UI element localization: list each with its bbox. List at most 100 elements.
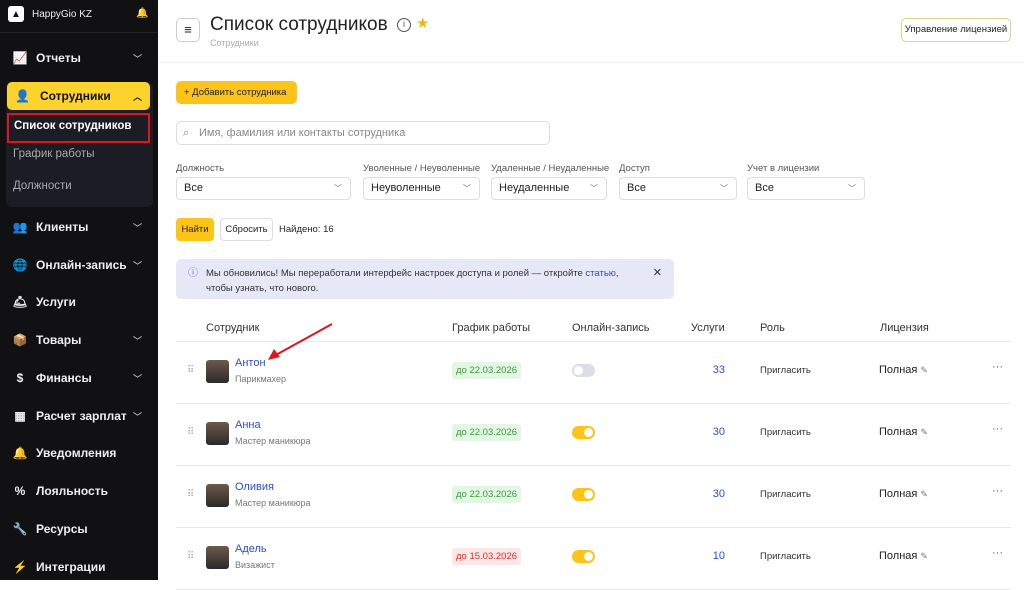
percent-icon: % — [14, 484, 26, 498]
find-button[interactable]: Найти — [176, 218, 214, 241]
more-options-icon[interactable]: ··· — [992, 361, 1003, 373]
sidebar-item-employees[interactable]: 👤 Сотрудники ︿ — [7, 82, 150, 110]
services-count-link[interactable]: 30 — [712, 488, 725, 500]
submenu-positions[interactable]: Должности — [13, 180, 72, 192]
employee-position: Визажист — [235, 560, 275, 570]
update-notice: ⓘ Мы обновились! Мы переработали интерфе… — [176, 259, 674, 299]
wrench-icon: 🔧 — [12, 522, 28, 536]
column-header: Роль — [760, 322, 785, 334]
chevron-down-icon: ﹀ — [132, 411, 142, 422]
chevron-down-icon: ﹀ — [132, 335, 142, 346]
services-count-link[interactable]: 10 — [712, 550, 725, 562]
services-count-link[interactable]: 30 — [712, 426, 725, 438]
chevron-down-icon: ﹀ — [132, 222, 142, 233]
sidebar-item[interactable]: % Лояльность — [12, 481, 148, 501]
info-icon[interactable]: i — [397, 18, 411, 32]
calculator-icon: ▦ — [14, 409, 26, 423]
submenu-employee-list[interactable]: Список сотрудников — [7, 113, 150, 143]
brand[interactable]: ▲ HappyGio KZ — [8, 6, 92, 22]
table-row[interactable]: ⠿ Антон Парикмахер до 22.03.2026 33 Приг… — [176, 341, 1011, 403]
employee-name-link[interactable]: Адель — [235, 543, 267, 555]
close-icon[interactable]: ✕ — [652, 267, 662, 279]
license-value[interactable]: Полная ✎ — [879, 550, 928, 562]
notifications-bell-icon[interactable]: 🔔 — [136, 8, 149, 19]
filter-label: Удаленные / Неудаленные — [491, 163, 610, 174]
filter-select[interactable]: Все ﹀ — [747, 177, 865, 200]
online-booking-toggle[interactable] — [572, 550, 595, 563]
menu-toggle-button[interactable]: ≡ — [176, 18, 200, 42]
submenu-schedule[interactable]: График работы — [13, 148, 95, 160]
table-row[interactable]: ⠿ Адель Визажист до 15.03.2026 10 Пригла… — [176, 527, 1011, 589]
article-link[interactable]: статью — [585, 268, 616, 279]
add-employee-button[interactable]: + Добавить сотрудника — [176, 81, 297, 104]
employee-name-link[interactable]: Оливия — [235, 481, 274, 493]
invite-link[interactable]: Пригласить — [760, 551, 811, 562]
online-booking-toggle[interactable] — [572, 364, 595, 377]
filter-select[interactable]: Все ﹀ — [619, 177, 737, 200]
divider — [176, 341, 1011, 342]
page-title: Список сотрудников — [210, 14, 388, 35]
divider — [176, 403, 1011, 404]
online-booking-toggle[interactable] — [572, 426, 595, 439]
sidebar-item[interactable]: 🛎 Услуги — [12, 295, 76, 309]
employee-name-link[interactable]: Антон — [235, 357, 266, 369]
reset-button[interactable]: Сбросить — [220, 218, 273, 241]
employee-position: Мастер маникюра — [235, 436, 311, 446]
chevron-down-icon: ﹀ — [132, 53, 142, 64]
chevron-down-icon: ﹀ — [334, 184, 342, 193]
sidebar-item[interactable]: ▦ Расчет зарплат ﹀ — [12, 406, 148, 426]
license-value[interactable]: Полная ✎ — [879, 426, 928, 438]
license-value[interactable]: Полная ✎ — [879, 488, 928, 500]
more-options-icon[interactable]: ··· — [992, 547, 1003, 559]
sidebar-item[interactable]: 👥 Клиенты ﹀ — [12, 220, 142, 234]
sidebar-item[interactable]: 🔧 Ресурсы — [12, 522, 88, 536]
drag-handle-icon[interactable]: ⠿ — [187, 551, 195, 562]
sidebar-item[interactable]: ⚡ Интеграции — [12, 560, 106, 574]
drag-handle-icon[interactable]: ⠿ — [187, 489, 195, 500]
plug-icon: ⚡ — [12, 560, 28, 574]
dollar-icon: $ — [16, 371, 24, 385]
sidebar-item[interactable]: $ Финансы ﹀ — [12, 368, 148, 388]
column-header: График работы — [452, 322, 530, 334]
filter-select[interactable]: Неуволенные ﹀ — [363, 177, 480, 200]
sidebar-item[interactable]: 🔔 Уведомления — [12, 446, 117, 460]
box-icon: 📦 — [12, 333, 28, 347]
service-bell-icon: 🛎 — [12, 295, 28, 309]
employee-position: Парикмахер — [235, 374, 287, 384]
services-count-link[interactable]: 33 — [712, 364, 725, 376]
pencil-icon[interactable]: ✎ — [920, 551, 928, 561]
breadcrumb[interactable]: Сотрудники — [210, 38, 259, 48]
sidebar-item[interactable]: 🌐 Онлайн-запись ﹀ — [12, 258, 142, 272]
more-options-icon[interactable]: ··· — [992, 423, 1003, 435]
employee-position: Мастер маникюра — [235, 498, 311, 508]
users-icon: 👥 — [12, 220, 28, 234]
pencil-icon[interactable]: ✎ — [920, 427, 928, 437]
chevron-down-icon: ﹀ — [132, 373, 142, 384]
star-icon[interactable]: ★ — [416, 15, 430, 32]
filter-select[interactable]: Неудаленные ﹀ — [491, 177, 607, 200]
sidebar-item[interactable]: 📦 Товары ﹀ — [12, 333, 142, 347]
table-row[interactable]: ⠿ Анна Мастер маникюра до 22.03.2026 30 … — [176, 403, 1011, 465]
found-count: Найдено: 16 — [279, 224, 334, 235]
license-value[interactable]: Полная ✎ — [879, 364, 928, 376]
license-management-button[interactable]: Управление лицензией — [901, 18, 1011, 42]
employee-name-link[interactable]: Анна — [235, 419, 261, 431]
invite-link[interactable]: Пригласить — [760, 365, 811, 376]
invite-link[interactable]: Пригласить — [760, 489, 811, 500]
invite-link[interactable]: Пригласить — [760, 427, 811, 438]
more-options-icon[interactable]: ··· — [992, 485, 1003, 497]
drag-handle-icon[interactable]: ⠿ — [187, 365, 195, 376]
search-input[interactable]: ⌕ Имя, фамилия или контакты сотрудника — [176, 121, 550, 145]
filter-select[interactable]: Все ﹀ — [176, 177, 351, 200]
divider — [0, 32, 158, 33]
online-booking-toggle[interactable] — [572, 488, 595, 501]
pencil-icon[interactable]: ✎ — [920, 365, 928, 375]
divider — [176, 465, 1011, 466]
sidebar: ▲ HappyGio KZ 🔔 📈 Отчеты ﹀ 👥 Клиенты ﹀ 🌐 Онлайн-… — [0, 0, 158, 580]
drag-handle-icon[interactable]: ⠿ — [187, 427, 195, 438]
pencil-icon[interactable]: ✎ — [920, 489, 928, 499]
filter-label: Уволенные / Неуволенные — [363, 163, 481, 174]
sidebar-item[interactable]: 📈 Отчеты ﹀ — [12, 51, 142, 65]
globe-icon: 🌐 — [12, 258, 28, 272]
table-row[interactable]: ⠿ Оливия Мастер маникюра до 22.03.2026 3… — [176, 465, 1011, 527]
